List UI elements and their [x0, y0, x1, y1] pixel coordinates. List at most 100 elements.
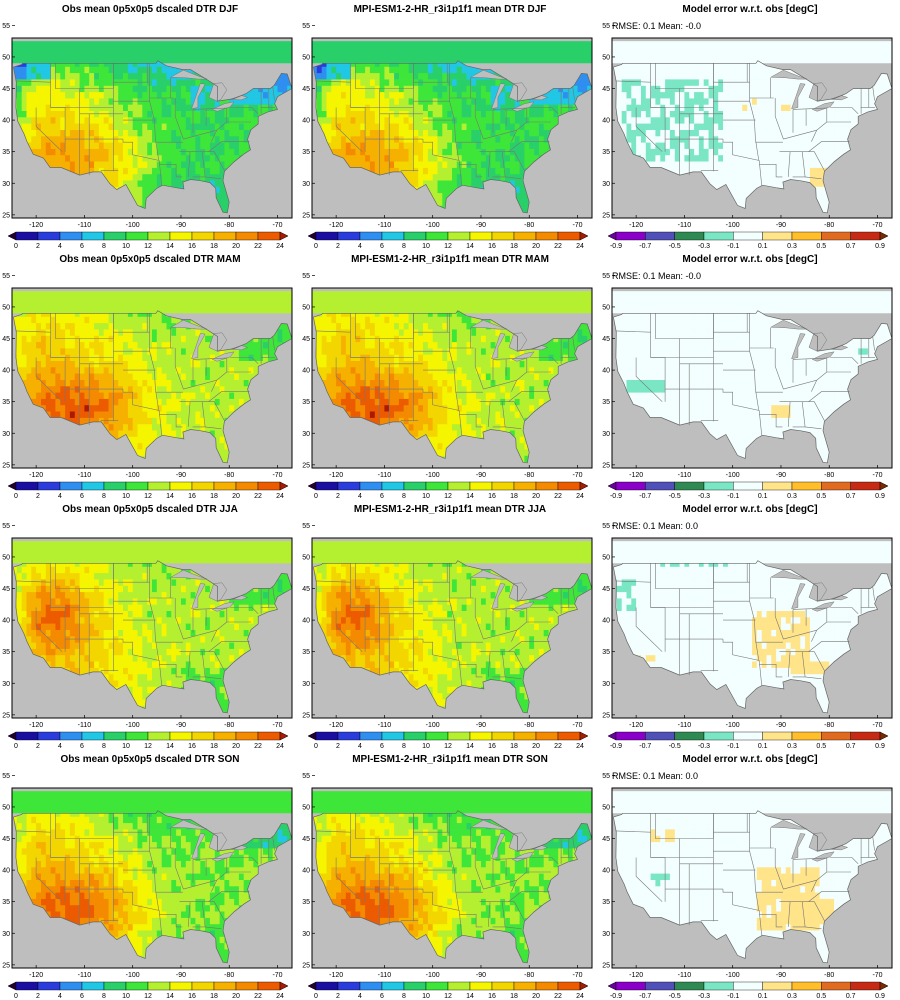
colorbar-label: 8 — [102, 993, 106, 1000]
colorbar-segment — [469, 231, 493, 241]
colorbar-label: 24 — [276, 243, 284, 250]
lat-tick-label: 40 — [602, 618, 610, 625]
lat-tick-label: 45 — [302, 86, 310, 93]
colorbar-label: -0.9 — [610, 493, 622, 500]
great-lake-0 — [769, 819, 808, 830]
colorbar-segment — [513, 981, 537, 991]
colorbar-label: 18 — [210, 493, 218, 500]
great-lake-3 — [511, 601, 535, 612]
lat-tick-label: 45 — [302, 586, 310, 593]
colorbar-label: 0.9 — [875, 243, 885, 250]
colorbar-label: 0 — [314, 993, 318, 1000]
great-lake-3 — [211, 101, 235, 112]
panel-title: MPI-ESM1-2-HR_r3i1p1f1 mean DTR DJF — [300, 4, 600, 15]
colorbar-segment — [557, 731, 581, 741]
colorbar: -0.9 -0.7 -0.5 -0.3 -0.1 0.1 0.3 0.5 0.7 0.9 — [607, 231, 889, 250]
colorbar-label: 0 — [314, 743, 318, 750]
panel-error-son: Model error w.r.t. obs [degC] -120 -110 -10… — [600, 750, 900, 1000]
colorbar-segment — [337, 981, 361, 991]
colorbar-segment — [703, 231, 734, 241]
state-borders — [615, 63, 876, 186]
colorbar-segment — [103, 481, 127, 491]
lon-tick-label: -100 — [126, 222, 140, 229]
colorbar-label: 0.3 — [787, 493, 797, 500]
colorbar-label: -0.1 — [727, 993, 739, 1000]
colorbar-label: 22 — [554, 493, 562, 500]
lat-tick-label: 55 — [602, 523, 610, 530]
colorbar-label: 24 — [576, 243, 584, 250]
colorbar-label: 8 — [402, 243, 406, 250]
colorbar-segment — [469, 981, 493, 991]
great-lake-0 — [769, 69, 808, 80]
northern-land-band — [12, 791, 292, 814]
colorbar-segment — [403, 731, 427, 741]
map-frame — [11, 287, 293, 469]
colorbar-label: 24 — [276, 743, 284, 750]
lon-tick-label: -100 — [426, 472, 440, 479]
lon-tick-label: -80 — [824, 972, 834, 979]
lat-tick-label: 50 — [2, 304, 10, 311]
lon-tick-label: -80 — [224, 972, 234, 979]
colorbar-segment — [425, 731, 449, 741]
lat-tick-label: 25 — [602, 462, 610, 469]
colorbar-segment — [191, 231, 215, 241]
colorbar-label: 10 — [422, 243, 430, 250]
colorbar-segment — [733, 481, 763, 491]
panel-obs-mam: Obs mean 0p5x0p5 dscaled DTR MAM -120 -110… — [0, 250, 300, 500]
lat-tick-label: 40 — [302, 368, 310, 375]
colorbar-label: -0.1 — [727, 743, 739, 750]
lon-tick-label: -110 — [378, 972, 392, 979]
panel-model-jja: MPI-ESM1-2-HR_r3i1p1f1 mean DTR JJA -120 -… — [300, 500, 600, 750]
colorbar-segment — [359, 231, 383, 241]
coastline — [612, 60, 893, 214]
coastline — [12, 310, 293, 464]
panel-error-djf: Model error w.r.t. obs [degC] -120 -110 -10… — [600, 0, 900, 250]
northern-land-band — [312, 41, 592, 64]
great-lake-0 — [169, 819, 208, 830]
colorbar-label: 12 — [144, 243, 152, 250]
colorbar-label: 10 — [122, 493, 130, 500]
colorbar: -0.9 -0.7 -0.5 -0.3 -0.1 0.1 0.3 0.5 0.7 0.9 — [607, 731, 889, 750]
lat-tick-label: 50 — [2, 554, 10, 561]
colorbar-segment — [674, 981, 705, 991]
colorbar-segment — [37, 231, 61, 241]
colorbar-segment — [257, 481, 281, 491]
lat-tick-label: 45 — [302, 836, 310, 843]
colorbar-segment — [821, 731, 851, 741]
lat-tick-label: 25 — [602, 212, 610, 219]
colorbar-segment — [359, 731, 383, 741]
colorbar-label: 4 — [358, 493, 362, 500]
colorbar-label: 8 — [402, 993, 406, 1000]
colorbar-label: 18 — [510, 243, 518, 250]
lon-tick-label: -70 — [872, 472, 882, 479]
map-frame — [311, 287, 593, 469]
colorbar-label: 10 — [422, 993, 430, 1000]
lon-tick-label: -110 — [378, 222, 392, 229]
great-lake-3 — [211, 851, 235, 862]
map-frame — [11, 537, 293, 719]
colorbar-label: 10 — [122, 993, 130, 1000]
colorbar-label: 24 — [276, 993, 284, 1000]
colorbar-max-arrow — [279, 231, 289, 241]
great-lake-3 — [811, 101, 835, 112]
colorbar-segment — [235, 481, 259, 491]
map-frame — [11, 787, 293, 969]
map-frame — [611, 37, 893, 219]
colorbar: 0 2 4 6 8 10 12 14 16 18 20 22 24 — [307, 731, 589, 750]
lat-tick-label: 55 — [602, 23, 610, 30]
lon-tick-label: -100 — [426, 222, 440, 229]
lat-tick-label: 25 — [302, 962, 310, 969]
northern-land-band — [612, 541, 892, 564]
coastline — [612, 310, 893, 464]
lat-tick-label: 35 — [602, 899, 610, 906]
colorbar-min-arrow — [307, 231, 317, 241]
colorbar-label: 16 — [188, 493, 196, 500]
colorbar-label: 24 — [576, 743, 584, 750]
colorbar-min-arrow — [7, 231, 17, 241]
colorbar-label: 2 — [336, 243, 340, 250]
lat-tick-label: 45 — [2, 586, 10, 593]
lon-tick-label: -120 — [329, 472, 343, 479]
colorbar-segment — [615, 231, 646, 241]
